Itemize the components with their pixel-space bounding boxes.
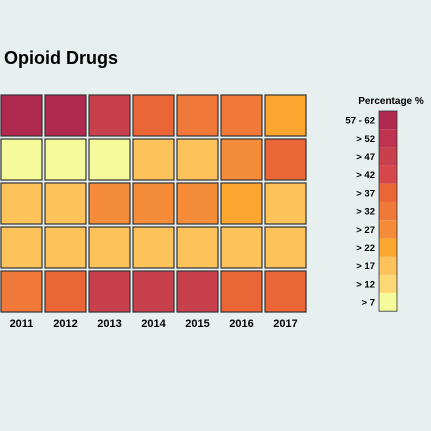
heatmap-cell xyxy=(220,270,263,313)
heatmap-cell xyxy=(132,182,175,225)
legend-swatch xyxy=(379,202,397,221)
heatmap-cell xyxy=(176,138,219,181)
heatmap-cell xyxy=(132,94,175,137)
legend-swatch xyxy=(379,293,397,312)
heatmap-cell xyxy=(0,226,43,269)
legend-label: > 47 xyxy=(356,152,375,163)
heatmap-cell xyxy=(44,182,87,225)
heatmap-cell xyxy=(220,182,263,225)
heatmap-cell xyxy=(88,270,131,313)
legend-swatch xyxy=(379,111,397,130)
x-tick-label: 2012 xyxy=(53,318,77,330)
heatmap-cell xyxy=(220,226,263,269)
heatmap-cell xyxy=(44,138,87,181)
x-tick-label: 2016 xyxy=(229,318,253,330)
heatmap-cell xyxy=(0,270,43,313)
legend-swatch xyxy=(379,183,397,202)
legend-swatch xyxy=(379,129,397,148)
legend-label: > 12 xyxy=(356,279,375,290)
legend-label: > 22 xyxy=(356,243,375,254)
heatmap-cell xyxy=(264,182,307,225)
heatmap-cells xyxy=(0,94,307,313)
legend-swatch xyxy=(379,238,397,257)
legend-title: Percentage % xyxy=(358,96,424,107)
heatmap-cell xyxy=(0,138,43,181)
heatmap-cell xyxy=(44,94,87,137)
x-tick-label: 2011 xyxy=(10,318,34,330)
heatmap-cell xyxy=(264,94,307,137)
legend: 57 - 62 > 52 > 47 > 42 > 37 > 32 > 27 > 22 > 17 >… xyxy=(345,110,398,312)
legend-swatch xyxy=(379,274,397,293)
heatmap-cell xyxy=(44,270,87,313)
heatmap-cell xyxy=(264,138,307,181)
x-tick-label: 2015 xyxy=(185,318,209,330)
heatmap-cell xyxy=(176,226,219,269)
heatmap-cell xyxy=(264,226,307,269)
heatmap-cell xyxy=(220,138,263,181)
legend-swatch xyxy=(379,165,397,184)
heatmap-cell xyxy=(176,182,219,225)
legend-swatch xyxy=(379,220,397,239)
legend-label: > 32 xyxy=(356,207,375,218)
x-tick-label: 2017 xyxy=(273,318,297,330)
heatmap-cell xyxy=(88,182,131,225)
x-tick-label: 2014 xyxy=(141,318,166,330)
chart-title: Opioid Drugs xyxy=(4,48,118,68)
heatmap-cell xyxy=(132,270,175,313)
heatmap-cell xyxy=(0,94,43,137)
heatmap-cell xyxy=(88,138,131,181)
heatmap-cell xyxy=(0,182,43,225)
legend-label: > 17 xyxy=(356,261,375,272)
legend-border xyxy=(378,110,398,312)
legend-swatch xyxy=(379,147,397,166)
heatmap-cell xyxy=(220,94,263,137)
heatmap-cell xyxy=(88,226,131,269)
legend-label: > 27 xyxy=(356,225,375,236)
legend-label: > 7 xyxy=(362,298,375,309)
legend-label: > 52 xyxy=(356,134,375,145)
heatmap-cell xyxy=(176,270,219,313)
legend-label: > 37 xyxy=(356,188,375,199)
x-axis-tick-labels: 2011 2012 2013 2014 2015 2016 2017 xyxy=(10,318,298,330)
x-tick-label: 2013 xyxy=(97,318,121,330)
legend-swatch xyxy=(379,256,397,275)
heatmap-cell xyxy=(176,94,219,137)
legend-label: > 42 xyxy=(356,170,375,181)
heatmap-cell xyxy=(88,94,131,137)
heatmap-cell xyxy=(44,226,87,269)
legend-label: 57 - 62 xyxy=(345,116,375,127)
heatmap-cell xyxy=(132,226,175,269)
heatmap-cell xyxy=(264,270,307,313)
heatmap-cell xyxy=(132,138,175,181)
